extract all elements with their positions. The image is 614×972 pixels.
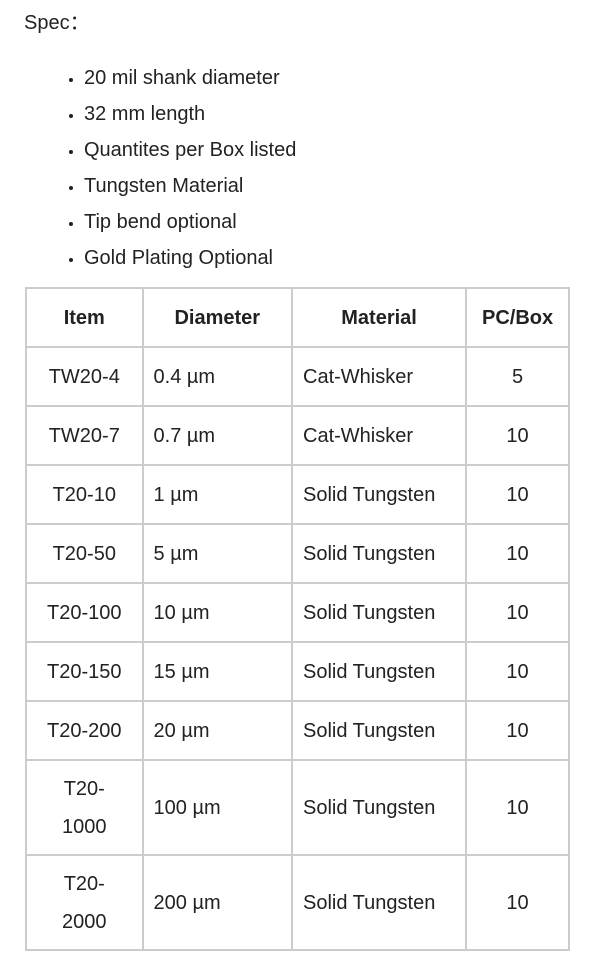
feature-item: 20 mil shank diameter bbox=[84, 60, 296, 96]
cell-pc-box: 10 bbox=[465, 641, 570, 702]
header-item: Item bbox=[25, 287, 144, 348]
feature-item: Tip bend optional bbox=[84, 204, 296, 240]
item-code: T20-2000 bbox=[62, 872, 107, 933]
cell-diameter: 20 µm bbox=[141, 700, 294, 761]
feature-list: 20 mil shank diameter 32 mm length Quant… bbox=[0, 60, 296, 276]
item-code: T20-1000 bbox=[62, 777, 107, 838]
cell-material: Solid Tungsten bbox=[290, 759, 468, 856]
cell-pc-box: 10 bbox=[465, 759, 570, 856]
cell-material: Solid Tungsten bbox=[290, 464, 468, 525]
spec-label: Spec： bbox=[24, 12, 90, 34]
cell-diameter: 200 µm bbox=[141, 854, 294, 951]
table-row: T20-50 5 µm Solid Tungsten 10 bbox=[25, 523, 570, 584]
table-row: T20-200 20 µm Solid Tungsten 10 bbox=[25, 700, 570, 761]
cell-material: Solid Tungsten bbox=[290, 582, 468, 643]
table-row: TW20-4 0.4 µm Cat-Whisker 5 bbox=[25, 346, 570, 407]
feature-item: Gold Plating Optional bbox=[84, 240, 296, 276]
cell-diameter: 100 µm bbox=[141, 759, 294, 856]
cell-pc-box: 10 bbox=[465, 523, 570, 584]
cell-material: Cat-Whisker bbox=[290, 405, 468, 466]
cell-material: Solid Tungsten bbox=[290, 700, 468, 761]
table-header-row: Item Diameter Material PC/Box bbox=[25, 287, 570, 348]
cell-item: T20-100 bbox=[25, 582, 144, 643]
cell-item: T20-50 bbox=[25, 523, 144, 584]
cell-item: T20-1000 bbox=[25, 759, 144, 856]
table-row: TW20-7 0.7 µm Cat-Whisker 10 bbox=[25, 405, 570, 466]
spec-table: Item Diameter Material PC/Box TW20-4 0.4 … bbox=[25, 287, 570, 951]
header-material: Material bbox=[290, 287, 468, 348]
cell-diameter: 1 µm bbox=[141, 464, 294, 525]
cell-item: T20-200 bbox=[25, 700, 144, 761]
cell-pc-box: 5 bbox=[465, 346, 570, 407]
cell-item: TW20-7 bbox=[25, 405, 144, 466]
table-row: T20-150 15 µm Solid Tungsten 10 bbox=[25, 641, 570, 702]
header-pc-box: PC/Box bbox=[465, 287, 570, 348]
table-row: T20-1000 100 µm Solid Tungsten 10 bbox=[25, 759, 570, 856]
cell-pc-box: 10 bbox=[465, 700, 570, 761]
cell-pc-box: 10 bbox=[465, 582, 570, 643]
cell-material: Solid Tungsten bbox=[290, 523, 468, 584]
cell-diameter: 10 µm bbox=[141, 582, 294, 643]
feature-item: Tungsten Material bbox=[84, 168, 296, 204]
feature-item: 32 mm length bbox=[84, 96, 296, 132]
cell-diameter: 5 µm bbox=[141, 523, 294, 584]
cell-item: TW20-4 bbox=[25, 346, 144, 407]
table-row: T20-2000 200 µm Solid Tungsten 10 bbox=[25, 854, 570, 951]
cell-pc-box: 10 bbox=[465, 405, 570, 466]
cell-item: T20-150 bbox=[25, 641, 144, 702]
cell-diameter: 0.4 µm bbox=[141, 346, 294, 407]
cell-item: T20-2000 bbox=[25, 854, 144, 951]
header-diameter: Diameter bbox=[141, 287, 294, 348]
cell-pc-box: 10 bbox=[465, 854, 570, 951]
cell-pc-box: 10 bbox=[465, 464, 570, 525]
cell-material: Solid Tungsten bbox=[290, 854, 468, 951]
cell-diameter: 0.7 µm bbox=[141, 405, 294, 466]
table-row: T20-100 10 µm Solid Tungsten 10 bbox=[25, 582, 570, 643]
cell-diameter: 15 µm bbox=[141, 641, 294, 702]
table-row: T20-10 1 µm Solid Tungsten 10 bbox=[25, 464, 570, 525]
feature-item: Quantites per Box listed bbox=[84, 132, 296, 168]
cell-material: Cat-Whisker bbox=[290, 346, 468, 407]
cell-item: T20-10 bbox=[25, 464, 144, 525]
cell-material: Solid Tungsten bbox=[290, 641, 468, 702]
